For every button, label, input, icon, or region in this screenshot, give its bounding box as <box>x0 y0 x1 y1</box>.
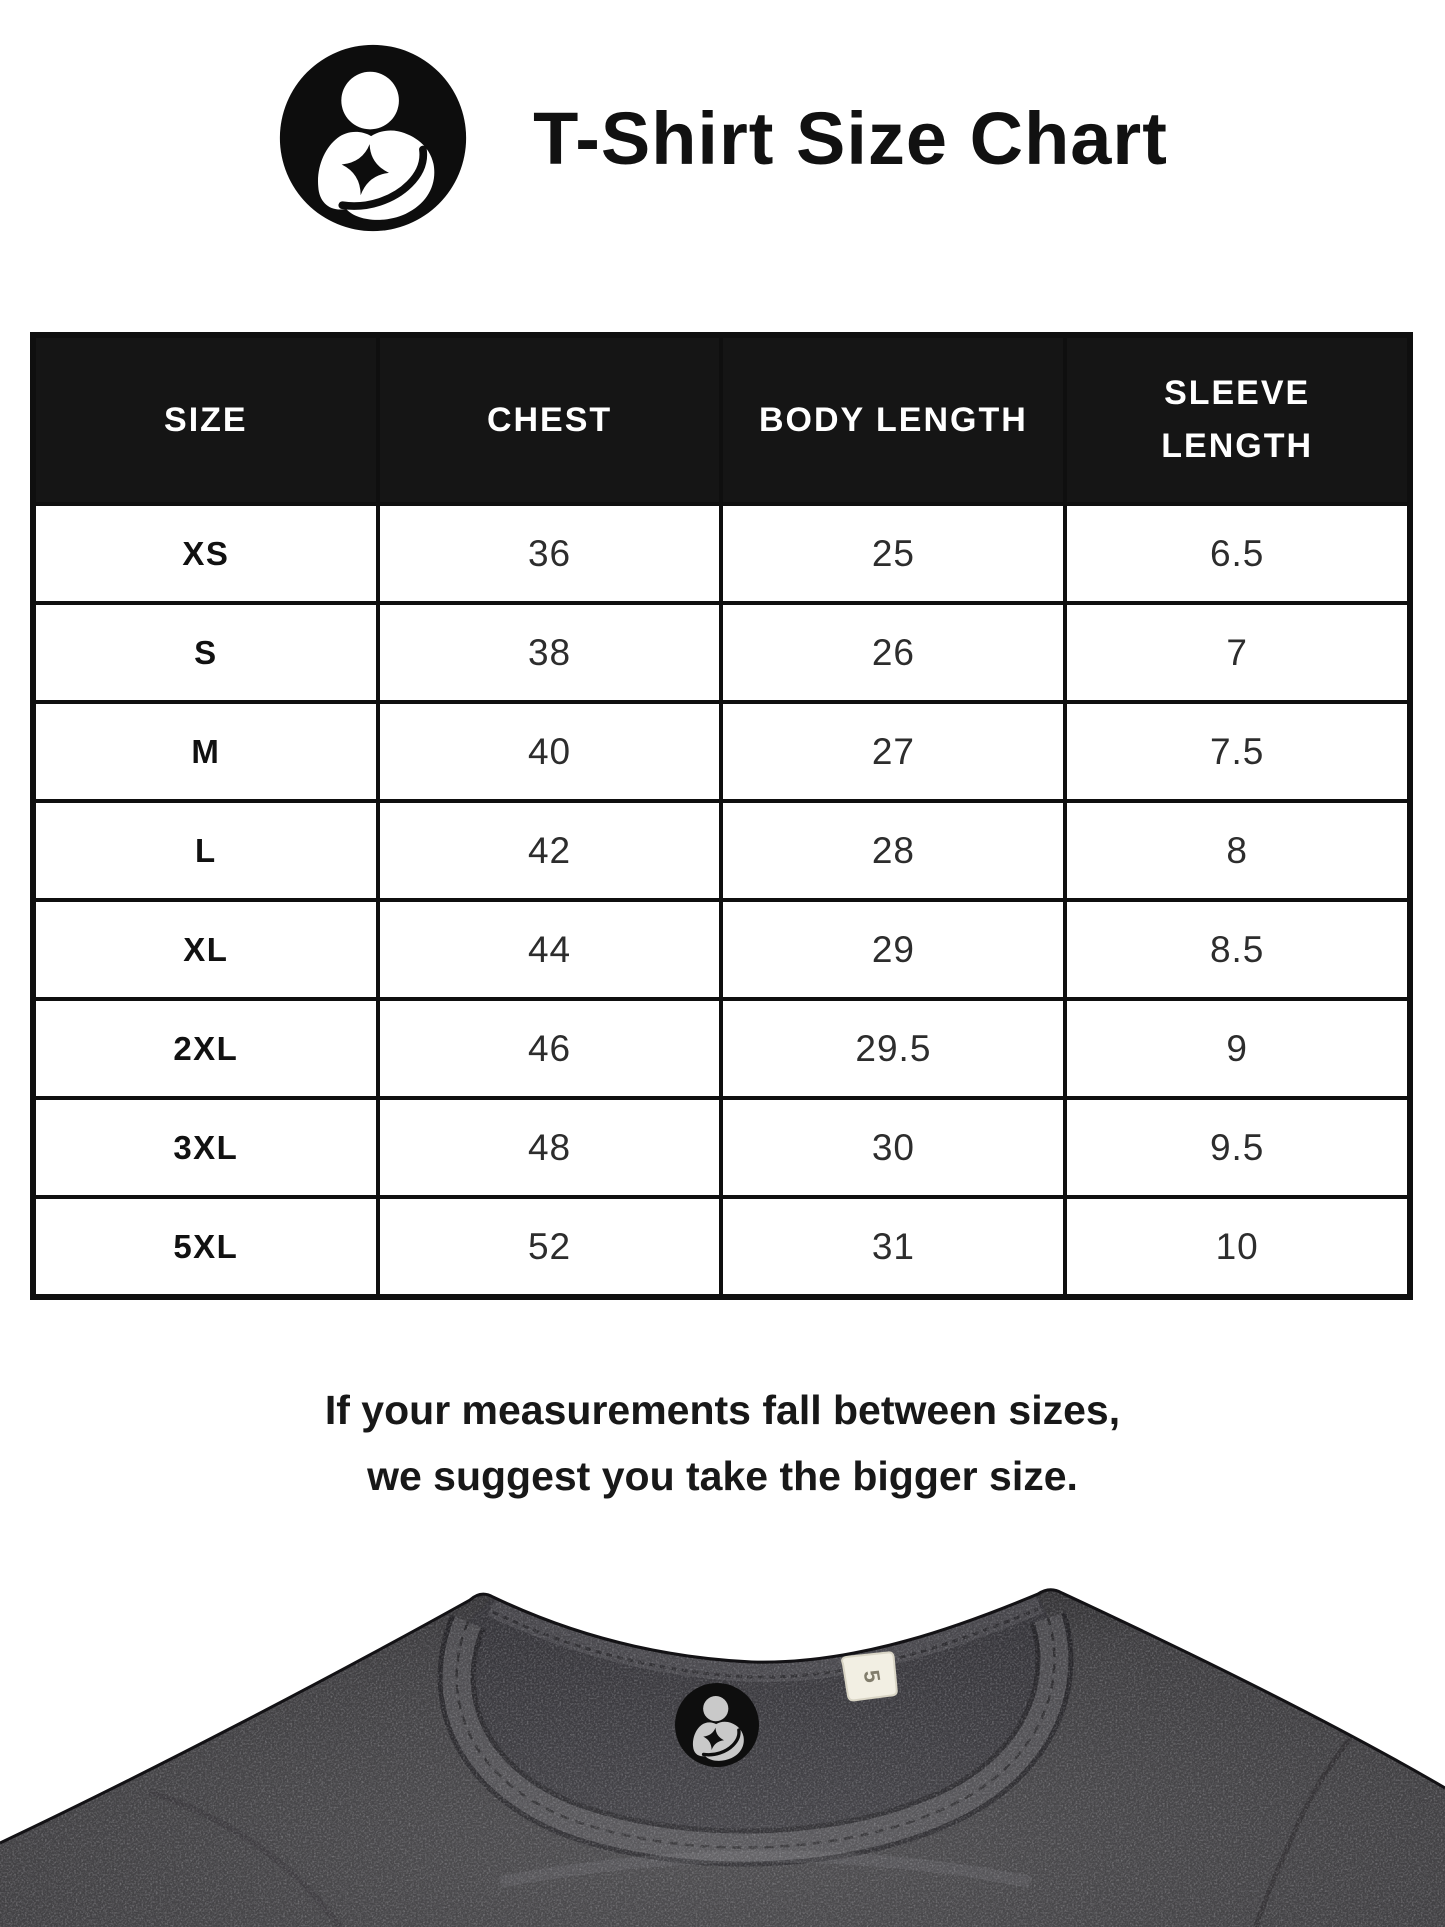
sizing-note-line1: If your measurements fall between sizes, <box>324 1387 1121 1433</box>
chest-cell: 40 <box>375 700 724 803</box>
sleeve-length-cell: 9.5 <box>1063 1096 1412 1199</box>
body-length-cell: 26 <box>719 601 1068 704</box>
body-length-cell: 29.5 <box>719 997 1068 1100</box>
column-header-sleeve-length: SLEEVE LENGTH <box>1063 333 1412 506</box>
table-row: 2XL 46 29.5 9 <box>31 997 1412 1100</box>
size-tag: 5 <box>841 1651 898 1702</box>
size-chart-table: SIZE CHEST BODY LENGTH SLEEVE LENGTH XS … <box>30 332 1413 1300</box>
size-cell: 2XL <box>31 997 380 1100</box>
page-title: T-Shirt Size Chart <box>533 96 1168 180</box>
sizing-note-line2: we suggest you take the bigger size. <box>367 1452 1078 1499</box>
chest-cell: 42 <box>375 799 724 902</box>
body-length-cell: 28 <box>719 799 1068 902</box>
column-header-size: SIZE <box>31 333 380 506</box>
body-length-cell: 29 <box>719 898 1068 1001</box>
sleeve-length-cell: 9 <box>1063 997 1412 1100</box>
table-row: XL 44 29 8.5 <box>31 898 1412 1001</box>
table-row: S 38 26 7 <box>31 601 1412 704</box>
sizing-note: If your measurements fall between sizes,… <box>0 1378 1445 1509</box>
table-header-row: SIZE CHEST BODY LENGTH SLEEVE LENGTH <box>31 333 1412 506</box>
shirt-top-edge <box>0 1588 1445 1845</box>
chest-cell: 46 <box>375 997 724 1100</box>
body-length-cell: 31 <box>719 1195 1068 1299</box>
sleeve-length-cell: 6.5 <box>1063 502 1412 605</box>
sleeve-length-cell: 8 <box>1063 799 1412 902</box>
chest-cell: 52 <box>375 1195 724 1299</box>
neck-label babywearing-figure-icon <box>675 1683 759 1767</box>
column-header-body-length: BODY LENGTH <box>719 333 1068 506</box>
table-row: 5XL 52 31 10 <box>31 1195 1412 1299</box>
sleeve-length-cell: 7.5 <box>1063 700 1412 803</box>
chest-cell: 38 <box>375 601 724 704</box>
chest-cell: 44 <box>375 898 724 1001</box>
sleeve-length-cell: 10 <box>1063 1195 1412 1299</box>
size-tag-text: 5 <box>859 1668 886 1684</box>
table-row: M 40 27 7.5 <box>31 700 1412 803</box>
size-cell: L <box>31 799 380 902</box>
tshirt-collar-photo: 5 <box>0 1560 1445 1927</box>
chest-cell: 36 <box>375 502 724 605</box>
table-row: 3XL 48 30 9.5 <box>31 1096 1412 1199</box>
size-cell: 5XL <box>31 1195 380 1299</box>
chest-cell: 48 <box>375 1096 724 1199</box>
body-length-cell: 25 <box>719 502 1068 605</box>
size-cell: S <box>31 601 380 704</box>
size-cell: M <box>31 700 380 803</box>
body-length-cell: 27 <box>719 700 1068 803</box>
sleeve-length-cell: 7 <box>1063 601 1412 704</box>
column-header-chest: CHEST <box>375 333 724 506</box>
sleeve-length-cell: 8.5 <box>1063 898 1412 1001</box>
size-cell: XL <box>31 898 380 1001</box>
table-row: L 42 28 8 <box>31 799 1412 902</box>
size-cell: XS <box>31 502 380 605</box>
brand-logo babywearing-figure-icon <box>279 44 467 232</box>
body-length-cell: 30 <box>719 1096 1068 1199</box>
table-row: XS 36 25 6.5 <box>31 502 1412 605</box>
size-cell: 3XL <box>31 1096 380 1199</box>
page-header: T-Shirt Size Chart <box>0 42 1445 234</box>
